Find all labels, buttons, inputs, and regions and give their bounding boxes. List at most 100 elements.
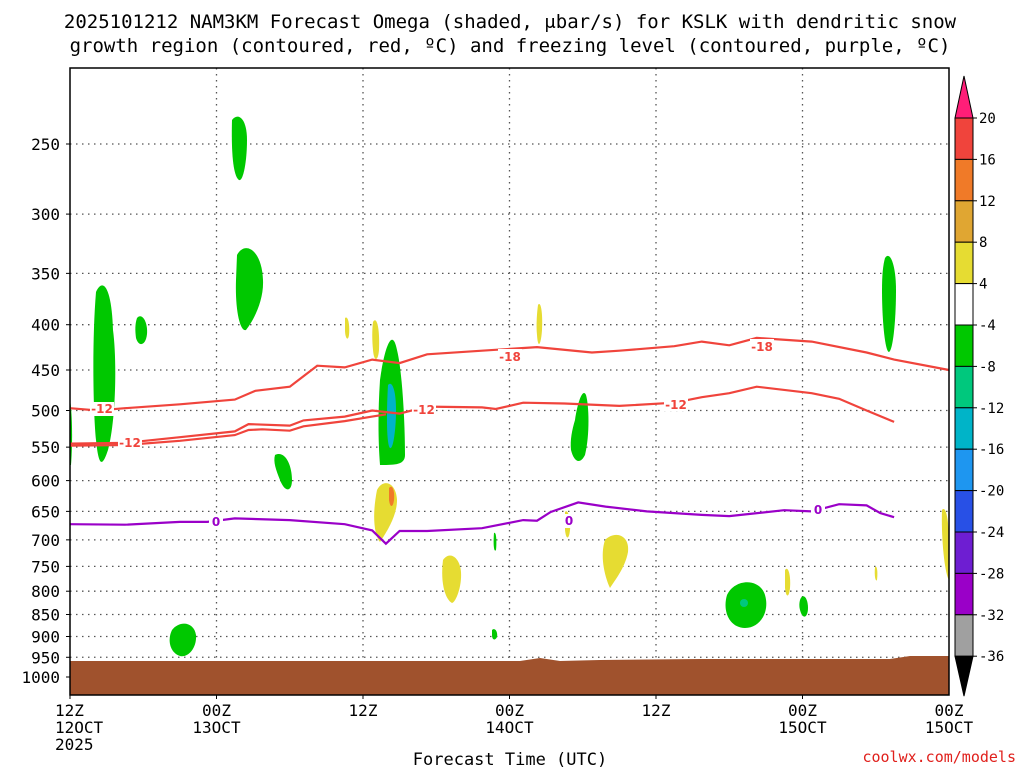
colorbar-swatch xyxy=(954,490,974,533)
omega-blob xyxy=(941,509,949,580)
colorbar-label: -32 xyxy=(979,608,1004,624)
omega-blob xyxy=(345,317,350,339)
colorbar-arrow-bottom xyxy=(954,655,974,697)
dgz-contour-lower xyxy=(69,385,895,445)
y-tick-label: 350 xyxy=(31,264,60,283)
contour-label-dgz: -12 xyxy=(91,402,113,416)
contour-label-freezing: 0 xyxy=(565,514,573,528)
colorbar-label: -20 xyxy=(979,484,1004,500)
y-tick-label: 900 xyxy=(31,627,60,646)
omega-blob xyxy=(492,629,498,640)
contour-label-dgz: -12 xyxy=(119,436,141,450)
chart-title-line2: growth region (contoured, red, ºC) and f… xyxy=(70,35,951,57)
colorbar-swatch xyxy=(954,407,974,450)
y-tick-label: 1000 xyxy=(21,668,60,687)
colorbar-label: -4 xyxy=(979,318,996,334)
contour-lines xyxy=(69,336,950,546)
chart-title-line1: 2025101212 NAM3KM Forecast Omega (shaded… xyxy=(64,11,957,33)
colorbar-label: 4 xyxy=(979,277,987,293)
y-tick-label: 500 xyxy=(31,402,60,421)
x-axis-label: Forecast Time (UTC) xyxy=(413,750,607,768)
omega-shading xyxy=(70,116,949,657)
dgz-contour-left xyxy=(69,413,387,447)
contour-label-dgz: -18 xyxy=(499,350,521,364)
y-tick-label: 950 xyxy=(31,648,60,667)
colorbar-swatch xyxy=(954,117,974,160)
ground-terrain xyxy=(70,656,949,695)
contour-label-freezing: 0 xyxy=(814,503,822,517)
y-tick-label: 450 xyxy=(31,361,60,380)
colorbar-swatch xyxy=(954,200,974,243)
x-tick-label: 00Z xyxy=(935,701,964,720)
y-axis: 250 300 350 400 450 500 550 600 650 700 750 800 850 9… xyxy=(21,135,70,687)
contour-label-dgz: -12 xyxy=(413,403,435,417)
omega-blob xyxy=(93,285,116,462)
colorbar-label: -24 xyxy=(979,525,1004,541)
omega-blob xyxy=(882,255,896,352)
freezing-level-contour xyxy=(69,501,895,546)
x-tick-label: 13OCT xyxy=(192,718,241,737)
colorbar-label: 12 xyxy=(979,194,996,210)
x-tick-label: 2025 xyxy=(55,735,94,754)
contour-label-dgz: -12 xyxy=(665,398,687,412)
colorbar-label: 20 xyxy=(979,111,996,127)
omega-blob xyxy=(372,320,380,359)
omega-blob xyxy=(442,555,462,603)
omega-core xyxy=(389,486,395,506)
y-tick-label: 400 xyxy=(31,316,60,335)
x-tick-label: 15OCT xyxy=(925,718,974,737)
omega-blob xyxy=(135,316,148,345)
colorbar: 20 16 12 8 4 -4 -8 -12 -16 -20 -24 -28 -32 -36 xyxy=(954,75,1004,697)
colorbar-label: -16 xyxy=(979,442,1004,458)
colorbar-arrow-top xyxy=(954,75,974,119)
x-tick-label: 15OCT xyxy=(778,718,827,737)
y-tick-label: 700 xyxy=(31,531,60,550)
y-tick-label: 850 xyxy=(31,606,60,625)
omega-blob xyxy=(785,568,791,596)
omega-blob xyxy=(235,248,264,331)
plot-area: -18 -18 -12 -12 -12 -12 0 0 0 xyxy=(69,67,950,696)
colorbar-label: 16 xyxy=(979,152,996,168)
colorbar-swatch xyxy=(954,158,974,202)
colorbar-swatch xyxy=(954,531,974,574)
omega-blob xyxy=(799,596,808,617)
omega-blob xyxy=(274,454,292,490)
y-tick-label: 300 xyxy=(31,205,60,224)
contour-label-freezing: 0 xyxy=(212,515,220,529)
omega-blob xyxy=(602,534,629,588)
credit-text: coolwx.com/models xyxy=(862,748,1016,766)
x-tick-label: 12Z xyxy=(55,701,84,720)
dgz-contour-upper xyxy=(69,336,950,412)
colorbar-label: 8 xyxy=(979,235,987,251)
colorbar-swatch xyxy=(954,365,974,409)
omega-core xyxy=(386,383,396,449)
omega-blob xyxy=(493,532,497,551)
omega-blob xyxy=(169,623,197,657)
y-tick-label: 550 xyxy=(31,438,60,457)
y-tick-label: 250 xyxy=(31,135,60,154)
x-tick-label: 14OCT xyxy=(485,718,534,737)
colorbar-swatch xyxy=(954,324,974,367)
x-tick-label: 12Z xyxy=(642,701,671,720)
x-tick-label: 12Z xyxy=(349,701,378,720)
y-tick-label: 600 xyxy=(31,472,60,491)
contour-label-dgz: -18 xyxy=(751,340,773,354)
colorbar-label: -8 xyxy=(979,359,996,375)
colorbar-swatch xyxy=(954,283,974,326)
colorbar-label: -12 xyxy=(979,401,1004,417)
omega-blob xyxy=(874,566,878,581)
colorbar-swatch xyxy=(954,448,974,492)
colorbar-label: -36 xyxy=(979,649,1004,665)
x-tick-label: 12OCT xyxy=(55,718,104,737)
colorbar-swatch xyxy=(954,614,974,657)
y-tick-label: 800 xyxy=(31,582,60,601)
colorbar-swatch xyxy=(954,241,974,285)
x-tick-label: 00Z xyxy=(495,701,524,720)
x-tick-label: 00Z xyxy=(202,701,231,720)
gridlines xyxy=(70,68,949,695)
colorbar-swatch xyxy=(954,572,974,616)
contour-labels: -18 -18 -12 -12 -12 -12 0 0 0 xyxy=(90,339,825,529)
y-tick-label: 750 xyxy=(31,557,60,576)
